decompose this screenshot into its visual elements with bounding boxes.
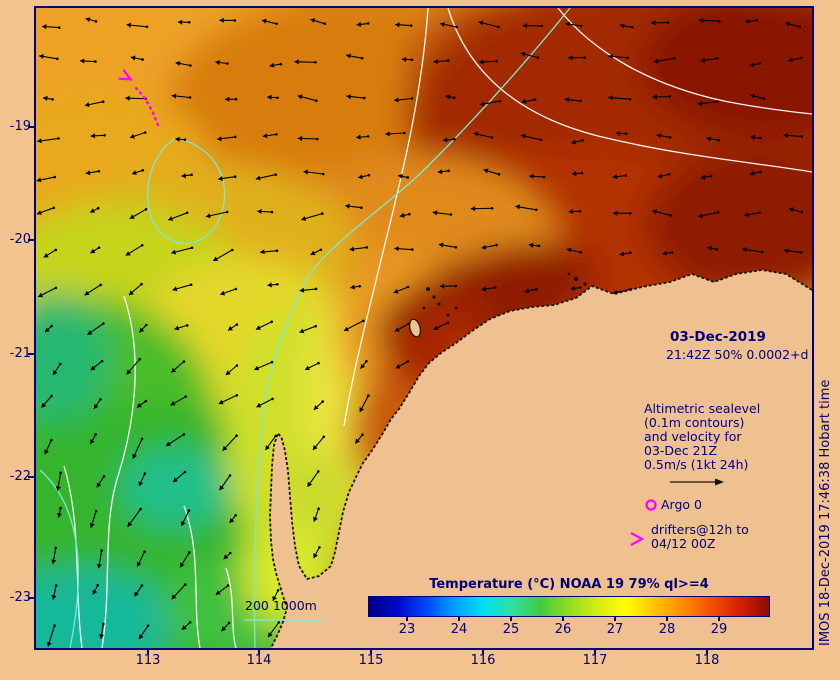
colorbar-tick-mark	[510, 617, 512, 621]
y-tick-label: -20	[9, 232, 31, 247]
map-time-quality: 21:42Z 50% 0.0002+d	[666, 347, 809, 362]
islands	[409, 272, 587, 338]
drifter-track-arrowhead	[118, 69, 133, 81]
colorbar-tick-mark	[562, 617, 564, 621]
map-plot-area[interactable]: 03-Dec-2019 21:42Z 50% 0.0002+d Altimetr…	[34, 6, 814, 650]
island	[454, 306, 458, 310]
x-tick-label: 117	[582, 653, 608, 668]
island	[437, 302, 441, 306]
island	[567, 272, 571, 276]
x-tick-label: 115	[358, 653, 384, 668]
legend-marks	[244, 478, 724, 621]
colorbar-tick-mark	[406, 617, 408, 621]
x-tick-label: 116	[470, 653, 496, 668]
colorbar-tick-mark	[666, 617, 668, 621]
colorbar-gradient	[368, 596, 770, 617]
drifters-note-line2: 04/12 00Z	[651, 536, 716, 551]
map-date: 03-Dec-2019	[670, 329, 766, 345]
land-layer	[269, 269, 812, 648]
x-tick-label: 114	[246, 653, 272, 668]
drifter-track	[118, 69, 160, 127]
colorbar-tick-mark	[718, 617, 720, 621]
island	[446, 313, 450, 317]
altimetric-line: and velocity for	[644, 429, 742, 444]
island	[426, 287, 430, 291]
bathymetry-contours	[39, 8, 571, 648]
drifter-track-dots	[134, 86, 160, 127]
colorbar-tick-mark	[458, 617, 460, 621]
sealevel-contours	[63, 8, 812, 648]
argo-marker-icon	[645, 499, 657, 511]
drifters-note-line1: drifters@12h to	[651, 522, 749, 537]
altimetric-line: 03-Dec 21Z	[644, 443, 718, 458]
coastline	[269, 269, 812, 648]
timestamp-stamp: IMOS 18-Dec-2019 17:46:38 Hobart time	[818, 379, 833, 646]
sst-field	[36, 8, 812, 648]
altimetric-note: Altimetric sealevel (0.1m contours) and …	[644, 402, 760, 472]
colorbar-tick-mark	[614, 617, 616, 621]
colorbar-tick-label: 27	[606, 622, 624, 637]
island	[409, 318, 421, 338]
map-canvas	[36, 8, 812, 648]
colorbar-tick-label: 29	[710, 622, 728, 637]
y-tick-label: -21	[9, 346, 31, 361]
x-tick-label: 113	[135, 653, 161, 668]
colorbar-ticks: 23 24 25 26 27 28 29	[368, 617, 770, 641]
y-tick-label: -23	[9, 590, 31, 605]
argo-label: Argo 0	[661, 497, 702, 512]
island	[574, 277, 578, 281]
velocity-arrows	[36, 17, 804, 647]
colorbar-tick-label: 23	[398, 622, 416, 637]
colorbar-tick-label: 28	[658, 622, 676, 637]
drifter-legend-arrow-icon	[630, 532, 645, 546]
x-tick-label: 118	[694, 653, 720, 668]
velocity-scale-arrowhead	[715, 478, 724, 486]
bathymetry-legend-label: 200 1000m	[245, 598, 317, 613]
land-mass	[270, 270, 812, 648]
y-tick-label: -22	[9, 469, 31, 484]
altimetric-line: 0.5m/s (1kt 24h)	[644, 457, 749, 472]
colorbar-tick-label: 25	[502, 622, 520, 637]
island	[583, 282, 587, 286]
colorbar-tick-label: 24	[450, 622, 468, 637]
y-tick-label: -19	[9, 119, 31, 134]
island	[432, 295, 436, 299]
island	[422, 306, 426, 310]
altimetric-line: (0.1m contours)	[644, 415, 745, 430]
altimetric-line: Altimetric sealevel	[644, 401, 761, 416]
colorbar-tick-label: 26	[554, 622, 572, 637]
colorbar-title: Temperature (°C) NOAA 19 79% ql>=4	[429, 577, 709, 592]
